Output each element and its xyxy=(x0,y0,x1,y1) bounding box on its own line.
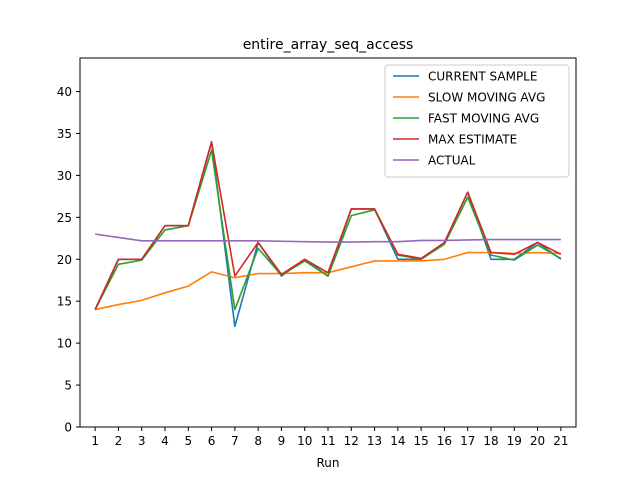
series-line-fast-moving-avg xyxy=(94,149,562,311)
x-tick-label: 12 xyxy=(344,434,359,448)
legend-label-current-sample: CURRENT SAMPLE xyxy=(428,70,537,84)
chart-title: entire_array_seq_access xyxy=(243,37,414,53)
series-layer xyxy=(94,141,562,328)
x-tick-label: 16 xyxy=(437,434,452,448)
y-tick-label: 20 xyxy=(57,253,72,267)
x-tick-label: 17 xyxy=(460,434,475,448)
axes-layer: 1 2 3 4 5 6 7 8 9 10 11 12 13 14 15 16 17 18 19 20 210510152… xyxy=(57,57,577,448)
x-tick-label: 13 xyxy=(367,434,382,448)
x-tick-label: 14 xyxy=(390,434,405,448)
x-tick-label: 4 xyxy=(161,434,169,448)
legend-label-max-estimate: MAX ESTIMATE xyxy=(428,133,517,147)
series-line-actual xyxy=(95,233,561,243)
x-tick-label: 19 xyxy=(507,434,522,448)
legend-box xyxy=(384,64,570,178)
x-tick-label: 15 xyxy=(414,434,429,448)
y-tick-label: 35 xyxy=(57,127,72,141)
y-tick-label: 25 xyxy=(57,211,72,225)
x-tick-label: 20 xyxy=(530,434,545,448)
x-tick-label: 10 xyxy=(297,434,312,448)
x-tick-label: 1 xyxy=(91,434,99,448)
x-tick-label: 8 xyxy=(254,434,262,448)
x-tick-label: 6 xyxy=(208,434,216,448)
y-tick-label: 15 xyxy=(57,295,72,309)
y-tick-label: 40 xyxy=(57,85,72,99)
x-tick-label: 21 xyxy=(553,434,568,448)
y-tick-label: 0 xyxy=(64,421,72,435)
x-tick-label: 5 xyxy=(184,434,192,448)
legend-label-fast-moving-avg: FAST MOVING AVG xyxy=(428,112,539,126)
legend: CURRENT SAMPLE SLOW MOVING AVG FAST MOVING… xyxy=(384,64,570,178)
legend-label-slow-moving-avg: SLOW MOVING AVG xyxy=(428,91,545,105)
x-tick-label: 11 xyxy=(320,434,335,448)
x-tick-label: 7 xyxy=(231,434,239,448)
x-tick-label: 3 xyxy=(138,434,146,448)
x-tick-label: 18 xyxy=(483,434,498,448)
series-line-max-estimate xyxy=(94,141,562,310)
legend-label-actual: ACTUAL xyxy=(428,154,476,168)
x-tick-label: 2 xyxy=(115,434,123,448)
x-axis-label: Run xyxy=(316,456,339,470)
x-tick-label: 9 xyxy=(278,434,286,448)
y-tick-label: 30 xyxy=(57,169,72,183)
y-tick-label: 5 xyxy=(64,379,72,393)
y-tick-label: 10 xyxy=(57,337,72,351)
